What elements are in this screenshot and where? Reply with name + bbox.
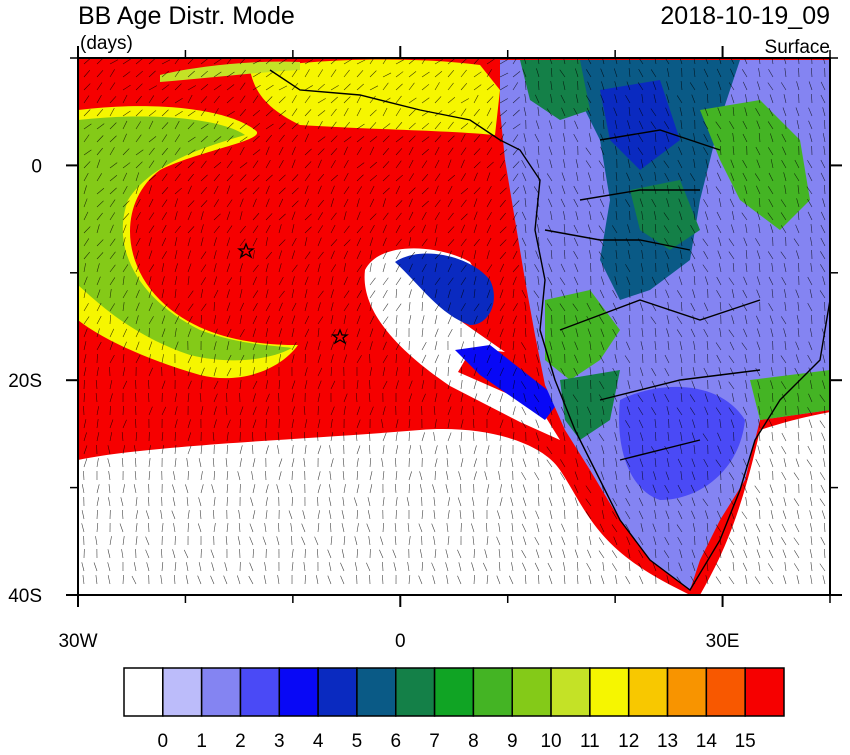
colorbar-box	[745, 668, 784, 716]
colorbar-label: 14	[696, 731, 718, 750]
colorbar-label: 1	[196, 731, 207, 750]
colorbar-box	[318, 668, 357, 716]
x-tick-label: 0	[395, 631, 406, 652]
colorbar-box	[512, 668, 551, 716]
colorbar-label: 6	[390, 731, 401, 750]
date: 2018-10-19_09	[660, 2, 830, 30]
x-tick-label: 30E	[706, 631, 740, 652]
level: Surface	[765, 37, 830, 58]
colorbar-label: 8	[468, 731, 479, 750]
y-tick-label: 20S	[8, 371, 42, 392]
colorbar-box	[202, 668, 241, 716]
colorbar-label: 9	[507, 731, 518, 750]
colorbar-label: 2	[235, 731, 246, 750]
colorbar-box	[473, 668, 512, 716]
y-tick-label: 0	[31, 156, 42, 177]
x-tick-label: 30W	[58, 631, 97, 652]
colorbar-box	[396, 668, 435, 716]
y-tick-label: 40S	[8, 586, 42, 607]
title: BB Age Distr. Mode	[78, 2, 295, 30]
colorbar-label: 12	[618, 731, 639, 750]
colorbar-box	[435, 668, 474, 716]
units: (days)	[80, 33, 133, 54]
colorbar-box	[240, 668, 279, 716]
colorbar-label: 7	[429, 731, 440, 750]
colorbar-box	[357, 668, 396, 716]
colorbar-label: 4	[313, 731, 324, 750]
colorbar-box	[279, 668, 318, 716]
colorbar-box	[629, 668, 668, 716]
colorbar-label: 15	[735, 731, 756, 750]
colorbar-box	[124, 668, 163, 716]
colorbar-label: 11	[580, 731, 600, 750]
colorbar-label: 10	[540, 731, 561, 750]
colorbar-box	[590, 668, 629, 716]
colorbar-label: 0	[158, 731, 169, 750]
colorbar-box	[668, 668, 707, 716]
colorbar-box	[706, 668, 745, 716]
colorbar-label: 13	[657, 731, 678, 750]
colorbar-box	[163, 668, 202, 716]
colorbar-label: 5	[352, 731, 363, 750]
map-field	[78, 55, 830, 595]
colorbar-box	[551, 668, 590, 716]
colorbar-label: 3	[274, 731, 285, 750]
